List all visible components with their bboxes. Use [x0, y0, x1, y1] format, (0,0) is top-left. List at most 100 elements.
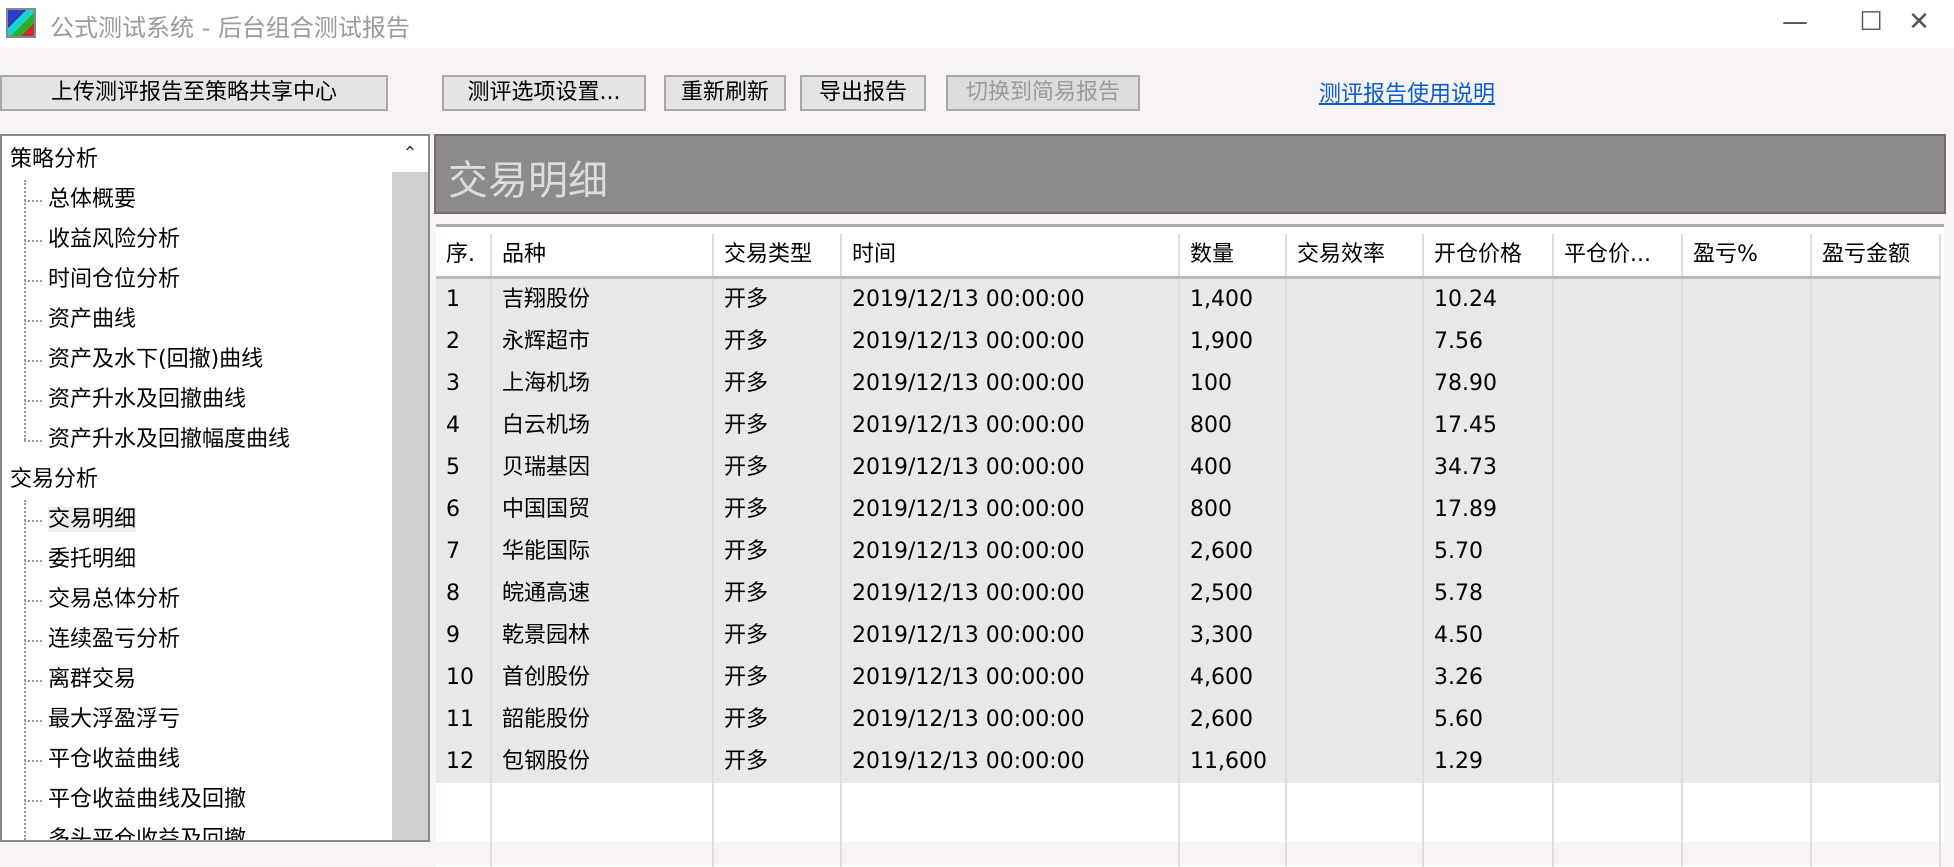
table-cell	[492, 825, 714, 867]
column-header[interactable]: 时间	[842, 234, 1180, 276]
tree-group[interactable]: 交易分析	[10, 467, 99, 492]
table-cell: 400	[1180, 447, 1287, 489]
tree-item[interactable]: 交易明细	[23, 500, 137, 540]
table-cell	[1683, 741, 1812, 783]
table-row[interactable]: 5 贝瑞基因 开多 2019/12/13 00:00:00 400 34.73	[436, 447, 1941, 489]
table-cell: 11,600	[1180, 741, 1287, 783]
minimize-button[interactable]: —	[1782, 7, 1808, 37]
tree-item[interactable]: 最大浮盈浮亏	[23, 700, 180, 740]
table-cell	[1554, 783, 1683, 825]
tree-item[interactable]: 总体概要	[23, 180, 137, 220]
help-link[interactable]: 测评报告使用说明	[1319, 82, 1496, 107]
table-cell: 包钢股份	[492, 741, 714, 783]
tree-item[interactable]: 资产曲线	[23, 300, 136, 340]
app-icon	[6, 8, 36, 38]
table-cell: 6	[436, 489, 492, 531]
table-cell: 开多	[714, 657, 842, 699]
table-row[interactable]: 3 上海机场 开多 2019/12/13 00:00:00 100 78.90	[436, 363, 1941, 405]
table-cell: 4.50	[1424, 615, 1554, 657]
table-cell	[1812, 363, 1941, 405]
table-cell: 开多	[714, 531, 842, 573]
table-cell: 5.60	[1424, 699, 1554, 741]
table-cell: 4,600	[1180, 657, 1287, 699]
upload-report-button[interactable]: 上传测评报告至策略共享中心	[0, 75, 388, 111]
table-cell	[1683, 279, 1812, 321]
tree-item[interactable]: 资产及水下(回撤)曲线	[23, 340, 263, 380]
table-row[interactable]: 10 首创股份 开多 2019/12/13 00:00:00 4,600 3.26	[436, 657, 1941, 699]
table-cell	[1812, 531, 1941, 573]
table-row[interactable]: 8 皖通高速 开多 2019/12/13 00:00:00 2,500 5.78	[436, 573, 1941, 615]
tree-item-label: 总体概要	[48, 187, 137, 212]
tree-item[interactable]: 时间仓位分析	[23, 260, 180, 300]
table-cell	[1683, 699, 1812, 741]
table-cell	[1287, 405, 1424, 447]
table-cell: 开多	[714, 573, 842, 615]
column-header[interactable]: 交易类型	[714, 234, 842, 276]
tree-item[interactable]: 委托明细	[23, 540, 136, 580]
table-cell: 5.70	[1424, 531, 1554, 573]
tree-item[interactable]: 资产升水及回撤幅度曲线	[23, 420, 290, 460]
table-row[interactable]: 2 永辉超市 开多 2019/12/13 00:00:00 1,900 7.56	[436, 321, 1941, 363]
table-cell	[1683, 825, 1812, 867]
column-header[interactable]: 平仓价...	[1554, 234, 1683, 276]
table-cell	[1287, 321, 1424, 363]
table-cell: 78.90	[1424, 363, 1554, 405]
refresh-button[interactable]: 重新刷新	[664, 75, 786, 111]
table-cell: 开多	[714, 321, 842, 363]
table-row[interactable]: 4 白云机场 开多 2019/12/13 00:00:00 800 17.45	[436, 405, 1941, 447]
table-cell	[1683, 531, 1812, 573]
options-button[interactable]: 测评选项设置...	[442, 75, 646, 111]
tree-item[interactable]: 平仓收益曲线及回撤	[23, 780, 246, 820]
column-header[interactable]: 开仓价格	[1424, 234, 1554, 276]
export-button[interactable]: 导出报告	[800, 75, 926, 111]
tree-item[interactable]: 资产升水及回撤曲线	[23, 380, 246, 420]
tree-item[interactable]: 交易总体分析	[23, 580, 180, 620]
close-button[interactable]: ✕	[1908, 7, 1930, 37]
table-cell	[436, 825, 492, 867]
table-cell	[1683, 321, 1812, 363]
empty-row[interactable]	[436, 783, 1941, 825]
table-cell	[1683, 657, 1812, 699]
tree-scrollbar[interactable]	[392, 136, 428, 840]
table-row[interactable]: 1 吉翔股份 开多 2019/12/13 00:00:00 1,400 10.24	[436, 279, 1941, 321]
scroll-up-icon[interactable]: ⌃	[392, 136, 428, 172]
navigation-tree: 策略分析总体概要收益风险分析 时间仓位分析 资产曲线 资产及水下(回撤)曲线 资产升水及…	[0, 134, 430, 842]
maximize-button[interactable]: ☐	[1859, 7, 1883, 37]
column-header[interactable]: 数量	[1180, 234, 1287, 276]
table-row[interactable]: 6 中国国贸 开多 2019/12/13 00:00:00 800 17.89	[436, 489, 1941, 531]
empty-row[interactable]	[436, 825, 1941, 867]
tree-item[interactable]: 平仓收益曲线	[23, 740, 180, 780]
column-header[interactable]: 序.	[436, 234, 492, 276]
table-cell	[1812, 405, 1941, 447]
tree-item[interactable]: 收益风险分析	[23, 220, 180, 260]
column-header[interactable]: 品种	[492, 234, 714, 276]
table-cell	[1287, 783, 1424, 825]
tree-item[interactable]: 连续盈亏分析	[23, 620, 180, 660]
table-cell: 3	[436, 363, 492, 405]
column-header[interactable]: 盈亏金额	[1812, 234, 1941, 276]
table-cell	[1287, 531, 1424, 573]
table-cell	[1287, 657, 1424, 699]
tree-item[interactable]: 离群交易	[23, 660, 136, 700]
table-cell: 开多	[714, 741, 842, 783]
table-row[interactable]: 7 华能国际 开多 2019/12/13 00:00:00 2,600 5.70	[436, 531, 1941, 573]
column-header[interactable]: 盈亏%	[1683, 234, 1812, 276]
tree-item[interactable]: 多头平仓收益及回撤	[48, 820, 247, 842]
tree-item-label: 多头平仓收益及回撤	[48, 827, 247, 842]
table-cell	[1554, 657, 1683, 699]
switch-simple-report-button[interactable]: 切换到简易报告	[946, 75, 1140, 111]
table-cell	[1812, 573, 1941, 615]
trade-detail-table: 序. 品种 交易类型 时间 数量 交易效率 开仓价格 平仓价... 盈亏% 盈亏金额 1 吉翔股份 开多…	[436, 224, 1944, 867]
table-cell	[1287, 489, 1424, 531]
column-header[interactable]: 交易效率	[1287, 234, 1424, 276]
table-cell: 800	[1180, 489, 1287, 531]
table-row[interactable]: 9 乾景园林 开多 2019/12/13 00:00:00 3,300 4.50	[436, 615, 1941, 657]
table-cell	[1812, 615, 1941, 657]
table-row[interactable]: 12 包钢股份 开多 2019/12/13 00:00:00 11,600 1.29	[436, 741, 1941, 783]
table-row[interactable]: 11 韶能股份 开多 2019/12/13 00:00:00 2,600 5.60	[436, 699, 1941, 741]
toolbar: 上传测评报告至策略共享中心 测评选项设置... 重新刷新 导出报告 切换到简易报…	[0, 48, 1954, 132]
tree-group[interactable]: 策略分析	[10, 147, 99, 172]
table-cell: 17.45	[1424, 405, 1554, 447]
panel-header: 交易明细	[434, 134, 1946, 214]
tree-item-label: 交易明细	[48, 507, 137, 532]
